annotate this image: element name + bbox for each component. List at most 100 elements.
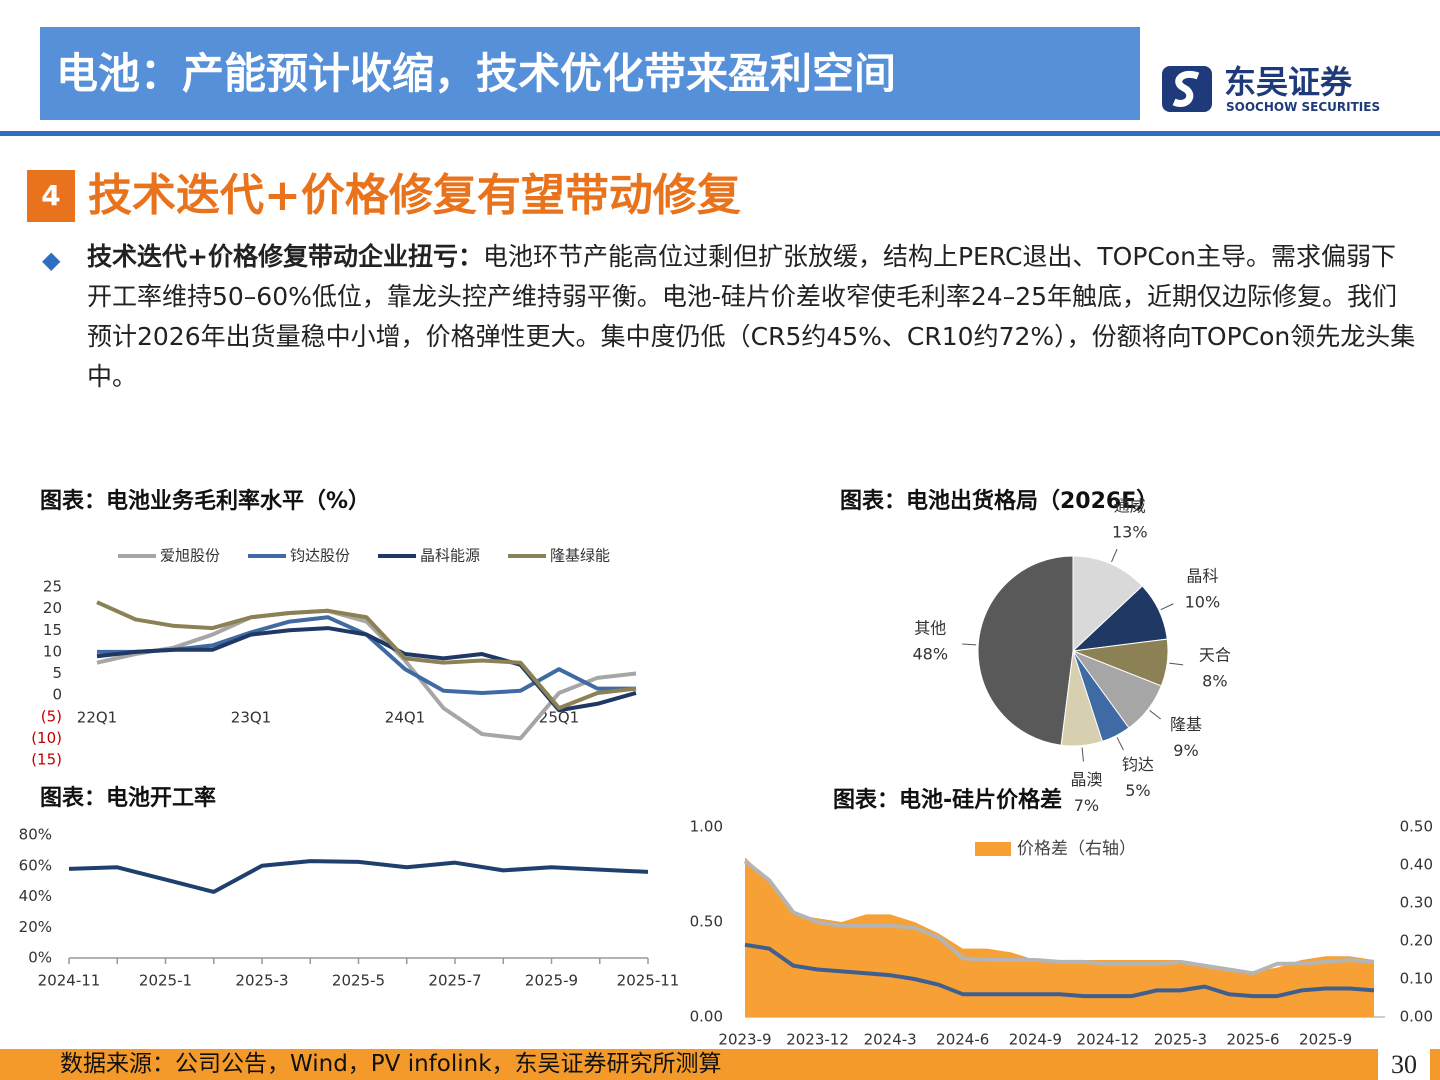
legend-label: 价格差（右轴） — [1017, 839, 1136, 859]
line — [744, 942, 1375, 999]
y-tick-label: 0.50 — [690, 913, 723, 931]
pie-value-label: 7% — [1074, 796, 1099, 815]
chart-title: 图表：电池出货格局（2026E） — [840, 488, 1158, 514]
y-tick-label: 15 — [43, 621, 62, 639]
leader-line — [1081, 747, 1084, 762]
y-tick-label: 0.00 — [690, 1008, 723, 1026]
pie-label: 天合 — [1199, 645, 1231, 664]
x-tick-label: 24Q1 — [385, 709, 425, 727]
pie-value-label: 9% — [1173, 741, 1198, 760]
x-tick-label: 2024-6 — [936, 1031, 989, 1049]
x-tick-label: 2024-9 — [1009, 1031, 1062, 1049]
leader-line — [1116, 737, 1124, 751]
pie-label: 钧达 — [1122, 755, 1154, 774]
y-tick-label: 5 — [52, 664, 62, 682]
logo-en: SOOCHOW SECURITIES — [1226, 100, 1381, 114]
pie-label: 通威 — [1114, 496, 1146, 515]
chart-title: 图表：电池-硅片价格差 — [833, 787, 1062, 813]
pie-label: 其他 — [914, 619, 946, 638]
pie-value-label: 10% — [1185, 593, 1221, 612]
y-tick-label: 60% — [19, 856, 52, 874]
leader-line — [1160, 603, 1174, 611]
section-number: 4 — [27, 170, 75, 222]
legend-label: 爱旭股份 — [160, 547, 220, 565]
header-rule — [0, 131, 1440, 136]
paragraph-lead: 技术迭代+价格修复带动企业扭亏： — [87, 242, 483, 271]
y2-tick-label: 0.00 — [1400, 1008, 1433, 1026]
leader-line — [1169, 662, 1184, 666]
leader-line — [962, 643, 977, 646]
line — [97, 615, 636, 695]
bullet: ◆ — [42, 246, 61, 274]
paragraph-body: 电池环节产能高位过剩但扩张放缓，结构上PERC退出、TOPCon主导。需求偏弱下… — [87, 242, 1416, 391]
pie-label: 晶澳 — [1070, 770, 1102, 789]
y-tick-label: 10 — [43, 642, 62, 660]
y-tick-label: 20% — [19, 918, 52, 936]
header-title: 电池：产能预计收缩，技术优化带来盈利空间 — [56, 49, 897, 98]
logo-icon — [1162, 66, 1212, 112]
x-tick-label: 2025-9 — [1299, 1031, 1352, 1049]
pie-slice — [977, 555, 1074, 746]
x-tick-label: 2025-3 — [235, 972, 288, 990]
x-tick-label: 2025-3 — [1154, 1031, 1207, 1049]
page-number: 30 — [1378, 1049, 1430, 1080]
y2-tick-label: 0.10 — [1400, 970, 1433, 988]
x-tick-label: 2023-12 — [786, 1031, 849, 1049]
x-tick-label: 2024-11 — [38, 972, 101, 990]
pie-value-label: 13% — [1112, 522, 1148, 541]
x-tick-label: 2024-12 — [1077, 1031, 1140, 1049]
y-tick-label: 1.00 — [690, 818, 723, 836]
y-tick-label: 0% — [28, 949, 52, 967]
logo-cn: 东吴证券 — [1224, 63, 1353, 101]
paragraph: 技术迭代+价格修复带动企业扭亏：电池环节产能高位过剩但扩张放缓，结构上PERC退… — [87, 237, 1417, 397]
section-title: 技术迭代+价格修复有望带动修复 — [88, 170, 741, 221]
line — [96, 608, 637, 741]
legend-swatch — [975, 842, 1011, 856]
chart-title: 图表：电池业务毛利率水平（%） — [40, 488, 370, 514]
x-tick-label: 2024-3 — [864, 1031, 917, 1049]
footer: 数据来源：公司公告，Wind，PV infolink，东吴证券研究所测算 30 — [0, 1049, 1440, 1080]
y2-tick-label: 0.20 — [1400, 932, 1433, 950]
leader-line — [1111, 548, 1118, 563]
chart-title: 图表：电池开工率 — [40, 785, 216, 811]
x-tick-label: 2025-9 — [525, 972, 578, 990]
x-tick-label: 22Q1 — [77, 709, 117, 727]
y-tick-label: 25 — [43, 578, 62, 596]
line — [743, 859, 1375, 976]
pie-slice — [1072, 555, 1143, 653]
pie-label: 隆基 — [1170, 715, 1202, 734]
logo: 东吴证券 SOOCHOW SECURITIES — [1160, 62, 1380, 118]
pie-value-label: 5% — [1125, 781, 1150, 800]
y2-tick-label: 0.30 — [1400, 894, 1433, 912]
y2-tick-label: 0.40 — [1400, 856, 1433, 874]
x-tick-label: 2025-11 — [617, 972, 680, 990]
y-tick-label: (15) — [31, 751, 62, 769]
x-tick-label: 25Q1 — [539, 709, 579, 727]
pie-value-label: 48% — [913, 645, 949, 664]
x-tick-label: 23Q1 — [231, 709, 271, 727]
line — [96, 600, 637, 711]
leader-line — [1149, 710, 1162, 720]
x-tick-label: 2023-9 — [718, 1031, 771, 1049]
y-tick-label: 40% — [19, 887, 52, 905]
pie-value-label: 8% — [1202, 671, 1227, 690]
y-tick-label: 0 — [52, 686, 62, 704]
line — [68, 859, 649, 894]
y-tick-label: (10) — [31, 729, 62, 747]
x-tick-label: 2025-1 — [139, 972, 192, 990]
legend-label: 钧达股份 — [290, 547, 350, 565]
pie-label: 晶科 — [1186, 567, 1218, 586]
header-bar: 电池：产能预计收缩，技术优化带来盈利空间 — [40, 27, 1140, 120]
footer-source: 数据来源：公司公告，Wind，PV infolink，东吴证券研究所测算 — [60, 1051, 722, 1077]
y2-tick-label: 0.50 — [1400, 818, 1433, 836]
x-tick-label: 2025-6 — [1226, 1031, 1279, 1049]
x-tick-label: 2025-7 — [428, 972, 481, 990]
y-tick-label: 80% — [19, 826, 52, 844]
legend-label: 隆基绿能 — [550, 547, 610, 565]
y-tick-label: (5) — [41, 707, 62, 725]
legend-label: 晶科能源 — [420, 547, 480, 565]
y-tick-label: 20 — [43, 599, 62, 617]
x-tick-label: 2025-5 — [332, 972, 385, 990]
